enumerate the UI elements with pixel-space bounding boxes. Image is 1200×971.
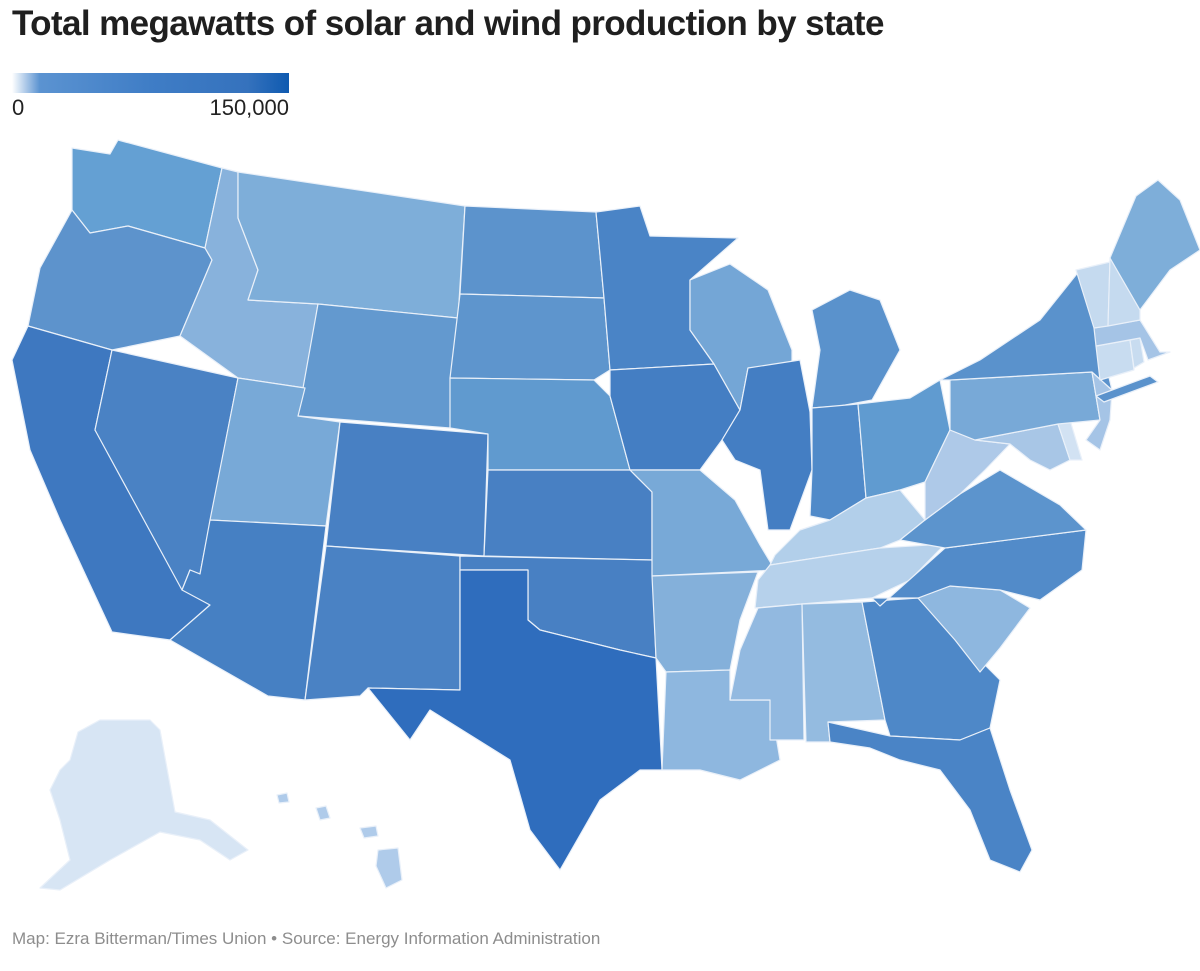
state-ct[interactable] <box>1095 339 1135 381</box>
state-mo[interactable] <box>629 469 776 577</box>
state-ia[interactable] <box>609 363 741 471</box>
state-il[interactable] <box>721 359 813 531</box>
state-fl[interactable] <box>827 721 1033 873</box>
state-la[interactable] <box>661 669 781 781</box>
state-co[interactable] <box>325 421 489 557</box>
legend-labels: 0 150,000 <box>12 95 289 123</box>
state-me[interactable] <box>1109 179 1200 311</box>
state-hi1[interactable] <box>276 792 290 804</box>
state-ak[interactable] <box>39 719 249 891</box>
state-nm[interactable] <box>304 545 461 701</box>
map-canvas <box>11 139 1200 891</box>
state-ks[interactable] <box>483 469 653 561</box>
state-az[interactable] <box>169 519 327 701</box>
color-legend: 0 150,000 <box>12 73 289 123</box>
legend-gradient-bar <box>12 73 289 93</box>
state-ma[interactable] <box>1093 319 1171 361</box>
state-sd[interactable] <box>449 293 611 381</box>
credit-source-line: Map: Ezra Bitterman/Times Union • Source… <box>12 929 601 948</box>
state-li[interactable] <box>1095 375 1159 403</box>
state-mi[interactable] <box>811 289 901 409</box>
state-wy[interactable] <box>297 303 459 429</box>
state-hi3[interactable] <box>359 825 379 839</box>
legend-min-label: 0 <box>12 95 25 120</box>
state-hi4[interactable] <box>375 847 403 889</box>
us-choropleth-map <box>0 130 1200 920</box>
state-nd[interactable] <box>459 205 605 299</box>
state-tx[interactable] <box>367 569 663 871</box>
state-pa[interactable] <box>949 371 1101 441</box>
legend-max-label: 150,000 <box>209 95 289 120</box>
page-title: Total megawatts of solar and wind produc… <box>12 4 884 43</box>
state-mt[interactable] <box>237 171 466 319</box>
state-tn[interactable] <box>754 543 946 609</box>
state-hi2[interactable] <box>315 805 331 821</box>
